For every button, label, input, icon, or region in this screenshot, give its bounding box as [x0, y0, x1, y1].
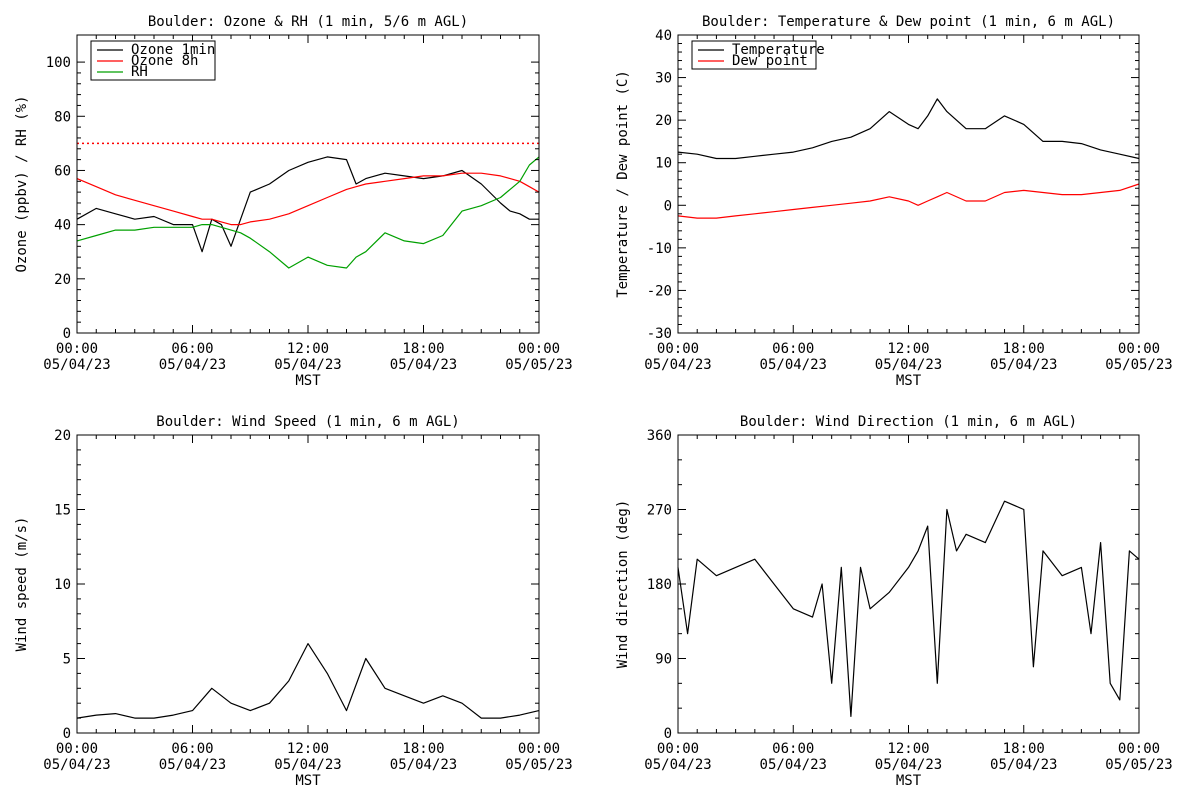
- chart-title: Boulder: Temperature & Dew point (1 min,…: [702, 14, 1115, 30]
- x-tick-label-date: 05/05/23: [505, 357, 572, 373]
- legend-label: Ozone 8h: [131, 53, 198, 69]
- y-tick-label: 0: [664, 198, 672, 214]
- y-tick-label: 5: [63, 652, 71, 668]
- x-tick-label-time: 18:00: [1003, 341, 1045, 357]
- series-line-1: [677, 500, 1140, 718]
- y-tick-label: 40: [655, 28, 672, 44]
- y-tick-label: -30: [647, 326, 672, 342]
- x-tick-label-time: 12:00: [887, 341, 929, 357]
- x-tick-label-date: 05/05/23: [1105, 357, 1172, 373]
- y-tick-label: 360: [647, 428, 672, 444]
- y-tick-label: 10: [655, 156, 672, 172]
- chart-title: Boulder: Wind Direction (1 min, 6 m AGL): [740, 414, 1077, 430]
- chart-panel-2: -30-20-1001020304000:0005/04/2306:0005/0…: [615, 14, 1173, 389]
- chart-panel-1: 02040608010000:0005/04/2306:0005/04/2312…: [14, 14, 573, 389]
- y-tick-label: 100: [46, 55, 71, 71]
- series-line-3: [76, 156, 540, 269]
- x-tick-label-time: 06:00: [772, 341, 814, 357]
- plot-frame: [677, 434, 1140, 734]
- legend-label: RH: [131, 64, 148, 80]
- x-tick-label-time: 00:00: [518, 741, 560, 757]
- x-axis-label: MST: [295, 373, 321, 389]
- y-tick-label: 40: [54, 218, 71, 234]
- chart-panel-4: 09018027036000:0005/04/2306:0005/04/2312…: [615, 414, 1173, 789]
- x-tick-label-time: 00:00: [1118, 341, 1160, 357]
- y-tick-label: 90: [655, 652, 672, 668]
- x-tick-label-date: 05/04/23: [43, 357, 110, 373]
- y-tick-label: 0: [664, 726, 672, 742]
- x-axis-label: MST: [896, 373, 922, 389]
- x-axis-label: MST: [295, 773, 321, 789]
- x-tick-label-time: 12:00: [287, 741, 329, 757]
- x-tick-label-time: 06:00: [772, 741, 814, 757]
- y-tick-label: 20: [655, 113, 672, 129]
- x-tick-label-date: 05/05/23: [1105, 757, 1172, 773]
- y-tick-label: 10: [54, 577, 71, 593]
- x-tick-label-time: 06:00: [171, 341, 213, 357]
- x-tick-label-date: 05/04/23: [990, 357, 1057, 373]
- y-tick-label: -10: [647, 241, 672, 257]
- x-tick-label-date: 05/04/23: [875, 757, 942, 773]
- chart-title: Boulder: Wind Speed (1 min, 6 m AGL): [156, 414, 459, 430]
- x-tick-label-date: 05/05/23: [505, 757, 572, 773]
- x-tick-label-date: 05/04/23: [390, 757, 457, 773]
- x-tick-label-date: 05/04/23: [274, 757, 341, 773]
- legend-label: Dew point: [732, 53, 808, 69]
- x-tick-label-time: 00:00: [657, 741, 699, 757]
- x-tick-label-time: 00:00: [518, 341, 560, 357]
- x-tick-label-time: 00:00: [56, 341, 98, 357]
- y-tick-label: 80: [54, 109, 71, 125]
- chart-panel-3: 0510152000:0005/04/2306:0005/04/2312:000…: [14, 414, 573, 789]
- y-tick-label: 20: [54, 428, 71, 444]
- plot-frame: [76, 434, 540, 734]
- y-tick-label: 0: [63, 726, 71, 742]
- legend-label: Ozone 1min: [131, 42, 215, 58]
- y-tick-label: 15: [54, 503, 71, 519]
- x-tick-label-time: 12:00: [287, 341, 329, 357]
- x-tick-label-time: 06:00: [171, 741, 213, 757]
- y-tick-label: 180: [647, 577, 672, 593]
- y-tick-label: 0: [63, 326, 71, 342]
- y-tick-label: 60: [54, 163, 71, 179]
- x-tick-label-date: 05/04/23: [990, 757, 1057, 773]
- y-axis-label: Temperature / Dew point (C): [615, 70, 631, 298]
- y-tick-label: 20: [54, 272, 71, 288]
- y-tick-label: 270: [647, 503, 672, 519]
- series-line-1: [677, 98, 1140, 160]
- x-tick-label-time: 18:00: [402, 741, 444, 757]
- x-axis-label: MST: [896, 773, 922, 789]
- y-tick-label: 30: [655, 71, 672, 87]
- plot-frame: [677, 34, 1140, 334]
- x-tick-label-date: 05/04/23: [159, 757, 226, 773]
- x-tick-label-time: 18:00: [1003, 741, 1045, 757]
- x-tick-label-date: 05/04/23: [43, 757, 110, 773]
- x-tick-label-time: 12:00: [887, 741, 929, 757]
- x-tick-label-date: 05/04/23: [390, 357, 457, 373]
- series-line-1: [76, 156, 539, 253]
- x-tick-label-time: 18:00: [402, 341, 444, 357]
- x-tick-label-date: 05/04/23: [875, 357, 942, 373]
- legend-box: [691, 40, 817, 70]
- y-axis-label: Wind speed (m/s): [14, 517, 30, 652]
- x-tick-label-time: 00:00: [1118, 741, 1160, 757]
- legend-label: Temperature: [732, 42, 825, 58]
- x-tick-label-date: 05/04/23: [760, 757, 827, 773]
- x-tick-label-date: 05/04/23: [760, 357, 827, 373]
- x-tick-label-time: 00:00: [56, 741, 98, 757]
- x-tick-label-time: 00:00: [657, 341, 699, 357]
- chart-title: Boulder: Ozone & RH (1 min, 5/6 m AGL): [148, 14, 468, 30]
- series-line-1: [76, 642, 540, 719]
- y-axis-label: Wind direction (deg): [615, 500, 631, 669]
- x-tick-label-date: 05/04/23: [644, 757, 711, 773]
- x-tick-label-date: 05/04/23: [159, 357, 226, 373]
- y-tick-label: -20: [647, 283, 672, 299]
- series-line-2: [76, 172, 540, 226]
- y-axis-label: Ozone (ppbv) / RH (%): [14, 95, 30, 272]
- x-tick-label-date: 05/04/23: [274, 357, 341, 373]
- x-tick-label-date: 05/04/23: [644, 357, 711, 373]
- series-line-2: [677, 183, 1140, 219]
